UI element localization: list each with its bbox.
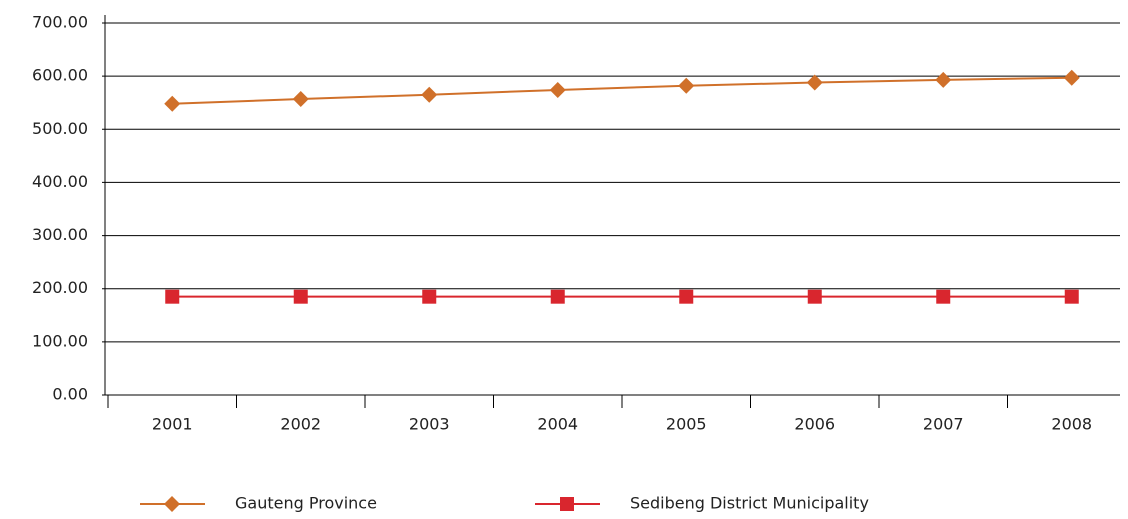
x-tick-label: 2004 — [537, 415, 578, 434]
y-tick-label: 700.00 — [32, 13, 88, 32]
data-point — [1064, 289, 1079, 304]
data-point — [679, 289, 694, 304]
y-tick-label: 600.00 — [32, 66, 88, 85]
data-point — [936, 289, 951, 304]
data-point — [549, 81, 566, 98]
legend-marker — [164, 496, 180, 512]
y-tick-label: 500.00 — [32, 119, 88, 138]
x-tick-label: 2003 — [409, 415, 450, 434]
x-tick-label: 2002 — [280, 415, 321, 434]
data-point — [292, 90, 309, 107]
y-tick-label: 300.00 — [32, 225, 88, 244]
x-tick-label: 2007 — [923, 415, 964, 434]
data-point — [421, 86, 438, 103]
legend-label: Gauteng Province — [235, 494, 377, 513]
y-tick-label: 0.00 — [52, 385, 88, 404]
legend-marker — [560, 497, 574, 511]
data-point — [935, 71, 952, 88]
data-point — [678, 77, 695, 94]
y-tick-label: 400.00 — [32, 172, 88, 191]
legend-label: Sedibeng District Municipality — [630, 494, 869, 513]
y-tick-label: 200.00 — [32, 278, 88, 297]
data-point — [806, 74, 823, 91]
y-tick-label: 100.00 — [32, 331, 88, 350]
x-tick-label: 2005 — [666, 415, 707, 434]
series-line — [172, 76, 1072, 105]
x-tick-label: 2001 — [152, 415, 193, 434]
x-tick-label: 2008 — [1051, 415, 1092, 434]
data-point — [807, 289, 822, 304]
data-point — [550, 289, 565, 304]
data-point — [1063, 69, 1080, 86]
data-point — [293, 289, 308, 304]
data-point — [422, 289, 437, 304]
data-point — [164, 95, 181, 112]
x-tick-label: 2006 — [794, 415, 835, 434]
data-point — [165, 289, 180, 304]
